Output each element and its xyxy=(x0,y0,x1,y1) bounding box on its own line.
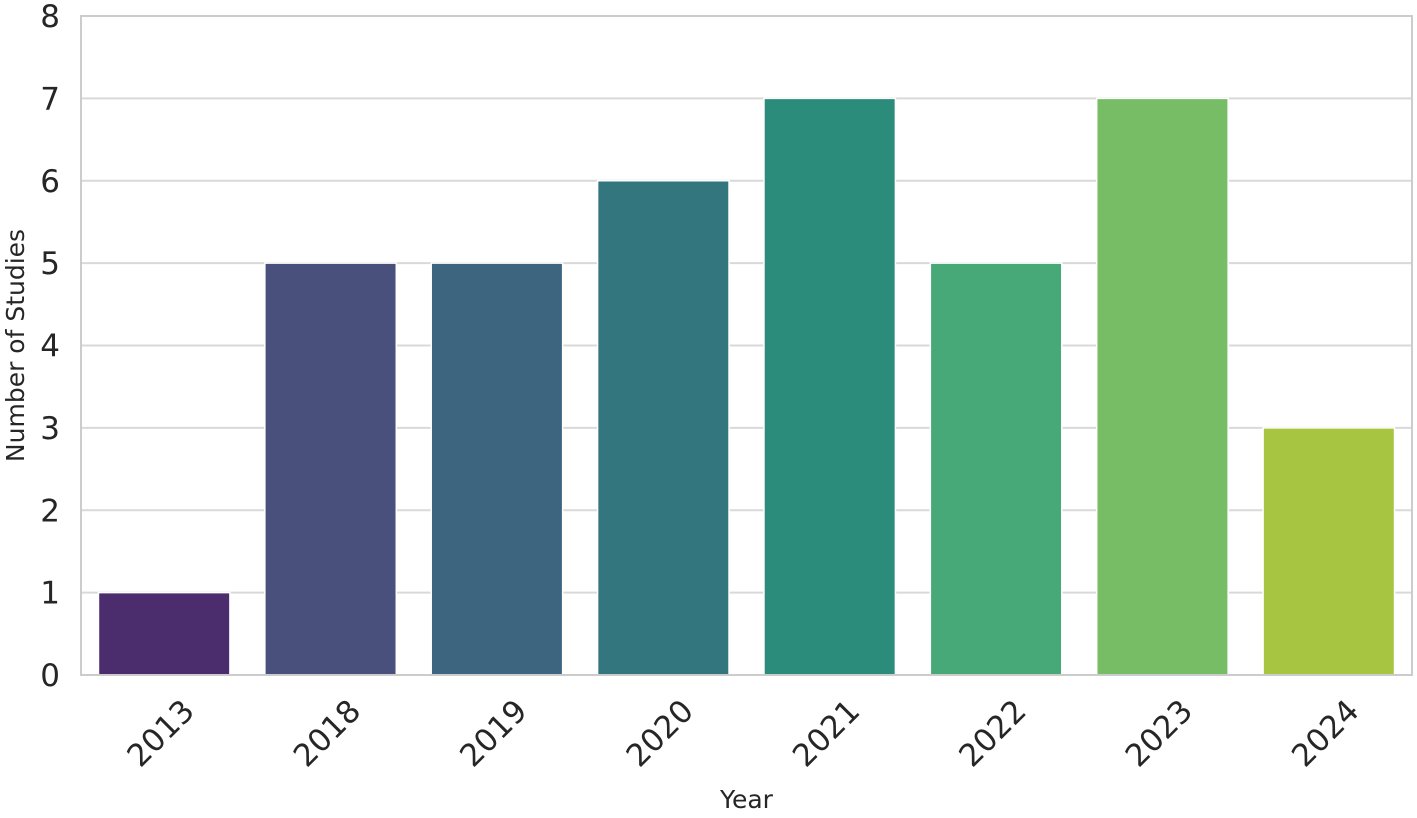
x-tick-label: 2023 xyxy=(1119,693,1200,774)
bar-2024 xyxy=(1262,427,1396,676)
x-tick-label: 2013 xyxy=(120,693,201,774)
bar-2020 xyxy=(596,180,730,676)
bar-2013 xyxy=(97,591,231,676)
bar-2019 xyxy=(430,262,564,676)
y-tick-labels: 0 1 2 3 4 5 6 7 8 xyxy=(40,0,60,694)
x-tick-label: 2021 xyxy=(786,693,867,774)
x-tick-label: 2024 xyxy=(1285,693,1366,774)
y-tick-label: 2 xyxy=(40,493,60,529)
bar-2018 xyxy=(264,262,398,676)
y-tick-label: 6 xyxy=(40,164,60,200)
y-tick-label: 5 xyxy=(40,246,60,282)
bar-2021 xyxy=(763,97,897,676)
x-tick-labels: 2013 2018 2019 2020 2021 2022 2023 2024 xyxy=(120,693,1366,774)
x-axis-title: Year xyxy=(719,785,774,814)
y-tick-label: 1 xyxy=(40,576,60,612)
x-tick-label: 2020 xyxy=(620,693,701,774)
y-tick-label: 4 xyxy=(40,329,60,365)
bar-2023 xyxy=(1095,97,1229,676)
y-tick-label: 0 xyxy=(40,658,60,694)
y-tick-label: 8 xyxy=(40,0,60,35)
x-tick-label: 2019 xyxy=(453,693,534,774)
y-axis-title: Number of Studies xyxy=(1,229,30,462)
y-tick-label: 3 xyxy=(40,411,60,447)
bar-2022 xyxy=(929,262,1063,676)
bars xyxy=(97,97,1396,676)
x-tick-label: 2018 xyxy=(287,693,368,774)
plot-frame xyxy=(80,15,1413,676)
x-tick-label: 2022 xyxy=(952,693,1033,774)
y-tick-label: 7 xyxy=(40,81,60,117)
